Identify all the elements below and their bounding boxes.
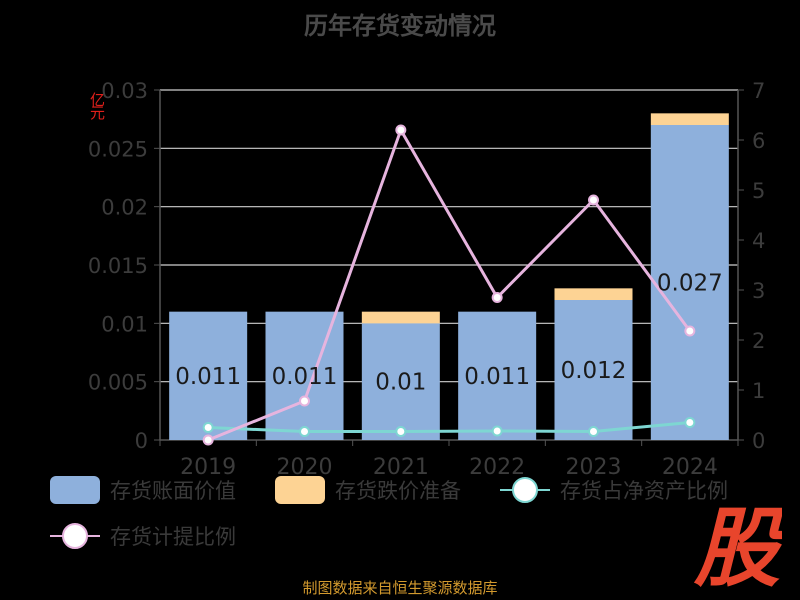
legend-item-reserve[interactable]: 存货跌价准备 [275, 470, 461, 510]
legend-swatch-book-value [50, 476, 100, 504]
y-axis-tick-label: 0.015 [88, 254, 148, 278]
bar-data-label: 0.011 [272, 364, 338, 390]
net-asset-ratio-point [684, 417, 696, 428]
y-axis-tick-label: 0.02 [101, 196, 148, 220]
chart-title: 历年存货变动情况 [304, 12, 496, 40]
x-axis-tick-label: 2020 [277, 455, 333, 480]
y2-axis-tick-label: 4 [752, 229, 765, 253]
legend-label-provision-ratio: 存货计提比例 [110, 525, 236, 549]
svg-text:股: 股 [693, 500, 782, 590]
y-axis-tick-label: 0.005 [88, 371, 148, 395]
legend-swatch-net-asset-ratio [500, 476, 550, 504]
y-axis-unit-label: 亿元 [88, 92, 106, 118]
net-asset-ratio-point [588, 426, 599, 437]
provision-ratio-point [588, 194, 599, 206]
x-axis-tick-label: 2023 [566, 455, 622, 480]
x-axis-tick-label: 2019 [180, 455, 236, 480]
y-axis-tick-label: 0.03 [101, 79, 148, 103]
bar-book-value [361, 323, 440, 440]
y2-axis-tick-label: 0 [752, 429, 765, 453]
legend-label-net-asset-ratio: 存货占净资产比例 [560, 479, 728, 503]
bar-data-label: 0.011 [464, 364, 530, 390]
bar-reserve [554, 288, 633, 300]
y2-axis-tick-label: 1 [752, 379, 765, 403]
footer-source: 制图数据来自恒生聚源数据库 [302, 579, 498, 597]
y2-axis-tick-label: 3 [752, 279, 765, 303]
net-asset-ratio-point [395, 426, 407, 437]
provision-ratio-line [207, 126, 692, 442]
x-axis-tick-label: 2024 [662, 455, 718, 480]
provision-ratio-point [491, 292, 503, 303]
bar-book-value [458, 311, 537, 440]
net-asset-ratio-point [491, 425, 503, 437]
legend-item-book-value[interactable]: 存货账面价值 [50, 470, 236, 510]
provision-ratio-point [202, 434, 214, 446]
y-axis-tick-label: 0.025 [88, 137, 148, 161]
y-axis-tick-label: 0 [135, 429, 148, 453]
bar-data-label: 0.011 [175, 364, 241, 390]
bar-book-value [169, 311, 248, 440]
bar-data-label: 0.012 [561, 358, 627, 384]
legend-label-reserve: 存货跌价准备 [335, 479, 461, 503]
bar-data-label: 0.027 [657, 271, 723, 297]
provision-ratio-point [299, 395, 310, 407]
bar-book-value [650, 125, 729, 440]
y2-axis-tick-label: 6 [752, 129, 765, 153]
net-asset-ratio-point [299, 426, 310, 437]
x-axis-tick-label: 2022 [469, 455, 525, 480]
legend-item-net-asset-ratio[interactable]: 存货占净资产比例 [500, 470, 728, 510]
y2-axis-tick-label: 7 [752, 79, 765, 103]
watermark-logo: 股 [693, 500, 782, 590]
bar-book-value [554, 300, 633, 440]
legend-swatch-provision-ratio [50, 522, 100, 550]
bar-reserve [361, 311, 440, 324]
bar-data-label: 0.01 [375, 370, 426, 396]
net-asset-ratio-point [202, 422, 214, 433]
y2-axis-tick-label: 2 [752, 329, 765, 353]
provision-ratio-point [684, 325, 696, 337]
bar-book-value [265, 311, 344, 440]
bar-reserve [650, 113, 729, 125]
provision-ratio-point [395, 124, 407, 136]
legend-swatch-reserve [275, 476, 325, 504]
y-axis-tick-label: 0.01 [101, 312, 148, 336]
legend-label-book-value: 存货账面价值 [110, 479, 236, 503]
net-asset-ratio-line [208, 421, 690, 434]
x-axis-tick-label: 2021 [373, 455, 429, 480]
legend-item-provision-ratio[interactable]: 存货计提比例 [50, 516, 236, 556]
y2-axis-tick-label: 5 [752, 179, 765, 203]
